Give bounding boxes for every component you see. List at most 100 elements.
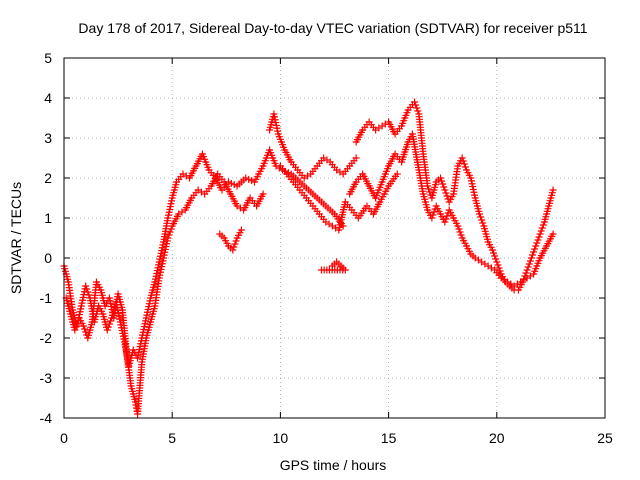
data-point xyxy=(443,192,451,200)
plot-frame xyxy=(63,57,606,419)
series-track-f xyxy=(276,162,401,234)
data-point xyxy=(488,246,496,254)
series-track-d xyxy=(346,130,557,290)
data-point xyxy=(103,326,111,334)
data-point xyxy=(535,233,543,241)
data-point xyxy=(529,251,537,259)
data-point xyxy=(438,177,446,185)
data-point xyxy=(339,222,347,230)
x-tick-label: 25 xyxy=(597,430,613,446)
y-tick-label: -1 xyxy=(40,290,53,306)
data-point xyxy=(414,107,422,115)
series-track-e xyxy=(216,226,349,274)
data-point xyxy=(457,231,465,239)
data-point xyxy=(440,183,448,191)
data-point xyxy=(490,249,498,257)
series-track-b xyxy=(62,110,360,418)
data-point xyxy=(491,252,499,260)
x-tick-label: 15 xyxy=(381,430,397,446)
data-point xyxy=(82,282,90,290)
data-point xyxy=(79,322,87,330)
data-point xyxy=(428,214,436,222)
data-point xyxy=(461,163,469,171)
y-tick-label: 4 xyxy=(44,90,52,106)
data-point xyxy=(393,170,401,178)
data-point xyxy=(443,212,451,220)
data-point xyxy=(237,226,245,234)
data-point xyxy=(530,248,538,256)
y-tick-label: -2 xyxy=(40,330,53,346)
series-track-c xyxy=(352,98,557,294)
data-point xyxy=(71,326,79,334)
data-point xyxy=(230,243,238,251)
data-point xyxy=(493,258,501,266)
data-point xyxy=(526,257,534,265)
y-tick-label: 5 xyxy=(44,50,52,66)
data-point xyxy=(496,267,504,275)
data-point xyxy=(442,189,450,197)
data-point xyxy=(107,317,115,325)
data-point xyxy=(525,260,533,268)
data-point xyxy=(352,154,360,162)
data-point xyxy=(72,323,80,331)
data-point xyxy=(527,254,535,262)
data-point xyxy=(425,185,433,193)
data-point xyxy=(495,264,503,272)
data-point xyxy=(259,190,267,198)
x-axis-label: GPS time / hours xyxy=(280,457,387,473)
data-point xyxy=(549,186,557,194)
y-tick-label: -3 xyxy=(40,370,53,386)
data-point xyxy=(73,320,81,328)
data-point xyxy=(231,240,239,248)
data-point xyxy=(84,288,92,296)
axis-ticks: 0 5 10 15 20 25 -4 -3 -2 -1 0 1 2 3 4 5 xyxy=(40,50,613,446)
data-point xyxy=(524,263,532,271)
data-point xyxy=(460,160,468,168)
data-point xyxy=(164,234,172,242)
data-point xyxy=(166,228,174,236)
data-point xyxy=(104,323,112,331)
y-tick-label: 2 xyxy=(44,170,52,186)
data-points xyxy=(60,98,557,418)
data-point xyxy=(549,230,557,238)
data-point xyxy=(232,237,240,245)
data-point xyxy=(534,236,542,244)
data-point xyxy=(105,320,113,328)
y-tick-label: -4 xyxy=(40,410,53,426)
data-point xyxy=(229,246,237,254)
data-point xyxy=(477,213,485,221)
data-point xyxy=(318,266,326,274)
data-point xyxy=(533,239,541,247)
data-point xyxy=(429,211,437,219)
data-point xyxy=(537,227,545,235)
data-point xyxy=(430,208,438,216)
data-point xyxy=(478,216,486,224)
data-point xyxy=(411,98,419,106)
data-point xyxy=(439,180,447,188)
grid xyxy=(64,58,605,418)
y-tick-label: 1 xyxy=(44,210,52,226)
data-point xyxy=(413,104,421,112)
data-point xyxy=(454,222,462,230)
data-point xyxy=(455,225,463,233)
chart-title: Day 178 of 2017, Sidereal Day-to-day VTE… xyxy=(78,20,587,36)
y-tick-label: 3 xyxy=(44,130,52,146)
data-point xyxy=(165,231,173,239)
data-point xyxy=(81,325,89,333)
data-point xyxy=(459,157,467,165)
data-point xyxy=(475,210,483,218)
data-point xyxy=(85,291,93,299)
data-point xyxy=(523,266,531,274)
data-point xyxy=(531,245,539,253)
x-tick-label: 0 xyxy=(60,430,68,446)
data-point xyxy=(437,174,445,182)
x-tick-label: 5 xyxy=(168,430,176,446)
y-axis-label: SDTVAR / TECUs xyxy=(8,182,24,294)
data-point xyxy=(412,101,420,109)
data-point xyxy=(441,186,449,194)
x-tick-label: 20 xyxy=(489,430,505,446)
data-point xyxy=(441,218,449,226)
x-tick-label: 10 xyxy=(273,430,289,446)
data-point xyxy=(538,224,546,232)
